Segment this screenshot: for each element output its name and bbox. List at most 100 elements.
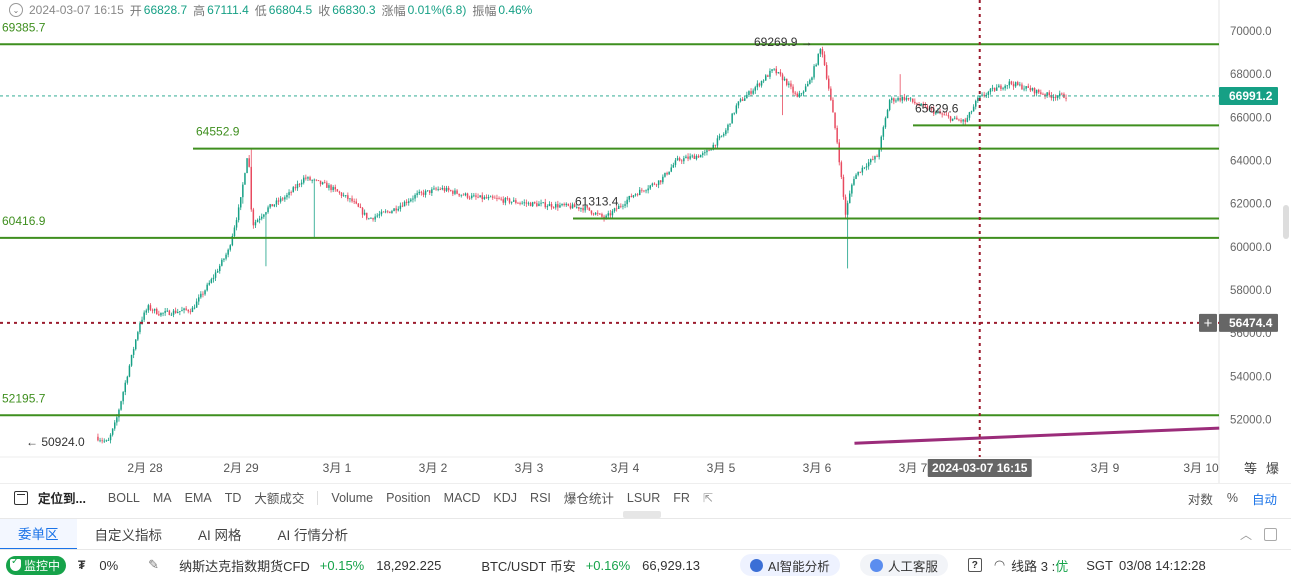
ai-analysis-button[interactable]: AI智能分析 <box>740 554 840 576</box>
chevron-up-icon[interactable]: ︿ <box>1239 528 1252 542</box>
candle-body <box>174 310 177 313</box>
candle-body <box>699 154 702 158</box>
close-value: 66830.3 <box>332 3 376 17</box>
x-tick-label: 3月 3 <box>515 461 544 475</box>
monitor-badge[interactable]: 监控中 <box>6 555 67 575</box>
candle-body <box>139 323 141 333</box>
candle-body <box>1052 96 1055 98</box>
candle-body <box>687 156 689 159</box>
chevron-down-icon[interactable]: ⌄ <box>9 3 23 17</box>
calendar-icon[interactable] <box>14 490 28 505</box>
candle-body <box>886 109 889 119</box>
indicator-rsi[interactable]: RSI <box>530 490 551 505</box>
tab-ai-grid[interactable]: AI 网格 <box>198 528 242 543</box>
tab-ai-analysis[interactable]: AI 行情分析 <box>277 528 349 543</box>
candle-body <box>443 187 446 191</box>
customer-support-button[interactable]: 人工客服 <box>859 554 948 576</box>
price-chart[interactable]: 69385.7 64552.9 60416.9 52195.7 61313.4 65629… <box>0 0 1291 483</box>
ticker-nasdaq-change: +0.15% <box>319 557 365 573</box>
auto-scale-toggle[interactable]: 自动 <box>1251 492 1277 507</box>
candle-body <box>288 192 290 196</box>
tab-orders[interactable]: 委单区 <box>0 518 77 550</box>
candle-body <box>149 305 152 310</box>
indicator-fr[interactable]: FR <box>673 490 690 505</box>
candle-body <box>865 166 868 168</box>
candle-body <box>739 99 742 102</box>
candle-body <box>342 195 345 197</box>
candle-body <box>391 211 393 214</box>
expand-panel-icon[interactable] <box>1264 528 1277 541</box>
candle-body <box>676 158 679 161</box>
candle-body <box>1042 93 1044 95</box>
candle-body <box>626 199 628 205</box>
support-label: 人工客服 <box>887 559 938 574</box>
locate-to-button[interactable]: 定位到... <box>38 492 86 506</box>
indicator-volume[interactable]: Volume <box>331 490 374 505</box>
toolbar-divider <box>317 490 319 505</box>
candle-body <box>311 180 313 181</box>
candle-body <box>807 83 809 87</box>
candle-body <box>483 197 486 200</box>
tether-symbol: ₮ <box>78 558 86 572</box>
candle-body <box>349 198 351 200</box>
candle-body <box>586 206 588 208</box>
indicator-ema[interactable]: EMA <box>184 490 212 505</box>
x-tick-label: 3月 7 <box>899 461 928 475</box>
candle-body <box>208 282 210 285</box>
candle-body <box>353 201 355 203</box>
indicator-ma[interactable]: MA <box>152 490 172 505</box>
candle-body <box>177 312 179 313</box>
y-tick-label: 54000.0 <box>1230 371 1272 383</box>
candle-body <box>895 100 897 102</box>
candle-body <box>279 198 282 202</box>
candle-body <box>214 272 217 278</box>
candle-body <box>508 198 511 203</box>
connection-line[interactable]: 线路 3 :优 <box>1011 556 1068 575</box>
candle-body <box>657 180 660 185</box>
indicator-boll[interactable]: BOLL <box>107 490 140 505</box>
indicator-macd[interactable]: MACD <box>443 490 481 505</box>
drawing-overlays: 69385.7 64552.9 60416.9 52195.7 61313.4 65629… <box>0 0 1220 457</box>
candle-body <box>597 212 599 214</box>
candle-body <box>210 279 213 283</box>
pencil-icon[interactable]: ✎ <box>148 557 160 572</box>
panel-resize-handle[interactable] <box>623 511 661 518</box>
candle-body <box>746 94 748 99</box>
external-link-icon[interactable]: ⇱ <box>702 490 713 505</box>
candle-body <box>1050 95 1053 98</box>
candle-body <box>336 189 339 192</box>
candle-body <box>981 94 983 96</box>
percent-scale-toggle[interactable]: % <box>1226 491 1238 505</box>
candle-body <box>183 308 185 311</box>
candle-body <box>888 100 891 110</box>
high-label: 高 <box>193 3 206 18</box>
ticker-nasdaq-name[interactable]: 纳斯达克指数期货CFD <box>179 558 310 574</box>
candle-body <box>708 150 710 152</box>
candle-body <box>1017 82 1019 85</box>
tab-custom-indicators[interactable]: 自定义指标 <box>94 528 163 543</box>
candle-body <box>529 202 532 207</box>
ticker-btc-name[interactable]: BTC/USDT 币安 <box>481 558 576 574</box>
candle-body <box>779 72 782 75</box>
indicator-liquidation-stats[interactable]: 爆仓统计 <box>563 492 614 506</box>
candle-body <box>534 202 536 204</box>
help-icon[interactable]: ? <box>967 558 982 572</box>
candle-body <box>282 198 284 200</box>
indicator-kdj[interactable]: KDJ <box>493 490 518 505</box>
log-scale-toggle[interactable]: 对数 <box>1187 492 1213 507</box>
candle-body <box>649 185 651 189</box>
candle-body <box>162 312 164 314</box>
candle-body <box>374 216 376 220</box>
candle-body <box>324 182 326 184</box>
indicator-lsur[interactable]: LSUR <box>626 490 661 505</box>
indicator-large-trades[interactable]: 大额成交 <box>254 492 305 506</box>
indicator-position[interactable]: Position <box>386 490 431 505</box>
candle-body <box>815 64 817 67</box>
indicator-td[interactable]: TD <box>224 490 242 505</box>
candle-body <box>647 188 649 191</box>
candle-body <box>116 417 118 423</box>
candle-body <box>993 87 996 91</box>
candle-body <box>347 195 349 200</box>
x-tick-label: 3月 2 <box>419 461 448 475</box>
candle-body <box>141 319 143 324</box>
